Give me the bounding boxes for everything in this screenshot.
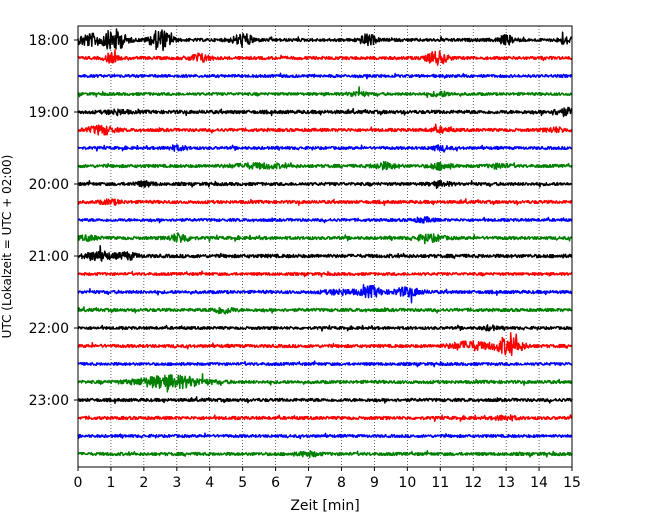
x-tick-label: 7 xyxy=(304,475,313,491)
trace-line xyxy=(77,324,573,332)
trace-line xyxy=(77,198,573,206)
trace-line xyxy=(77,432,573,440)
x-axis-label: Zeit [min] xyxy=(290,498,359,514)
x-tick-label: 10 xyxy=(398,475,416,491)
y-tick-label: 23:00 xyxy=(29,393,69,409)
trace-line xyxy=(77,123,573,136)
x-tick-label: 4 xyxy=(205,475,214,491)
trace-line xyxy=(77,216,573,224)
x-tick-label: 9 xyxy=(370,475,379,491)
trace-line xyxy=(77,244,573,262)
x-tick-label: 12 xyxy=(464,475,482,491)
x-tick-label: 5 xyxy=(238,475,247,491)
trace-line xyxy=(77,332,573,357)
trace-line xyxy=(77,144,573,153)
x-tick-label: 1 xyxy=(106,475,115,491)
trace-line xyxy=(77,72,573,80)
trace-line xyxy=(77,450,573,459)
y-axis-label: UTC (Lokalzeit = UTC + 02:00) xyxy=(0,155,14,339)
y-axis: 18:00 19:00 20:00 21:00 22:00 23:00 xyxy=(29,33,78,409)
trace-line xyxy=(77,373,573,393)
trace-line xyxy=(77,306,573,315)
trace-line xyxy=(77,414,573,422)
trace-line xyxy=(77,49,573,66)
trace-line xyxy=(77,179,573,190)
x-tick-label: 14 xyxy=(530,475,548,491)
x-tick-label: 13 xyxy=(497,475,515,491)
x-tick-label: 8 xyxy=(337,475,346,491)
x-tick-label: 3 xyxy=(172,475,181,491)
y-tick-label: 18:00 xyxy=(29,33,69,49)
y-tick-label: 22:00 xyxy=(29,321,69,337)
x-tick-label: 2 xyxy=(139,475,148,491)
x-axis: 0 1 2 3 4 5 6 7 8 9 10 11 12 13 14 15 xyxy=(74,467,581,491)
trace-line xyxy=(77,106,573,118)
traces-layer xyxy=(77,28,573,459)
trace-line xyxy=(77,160,573,172)
trace-line xyxy=(77,396,573,404)
trace-line xyxy=(77,283,573,304)
trace-line xyxy=(77,232,573,245)
x-tick-label: 0 xyxy=(74,475,83,491)
trace-line xyxy=(77,270,573,278)
trace-line xyxy=(77,28,573,52)
x-tick-label: 11 xyxy=(431,475,449,491)
trace-line xyxy=(77,360,573,368)
x-tick-label: 15 xyxy=(563,475,581,491)
y-tick-label: 21:00 xyxy=(29,249,69,265)
y-tick-label: 19:00 xyxy=(29,105,69,121)
trace-line xyxy=(77,86,573,99)
y-tick-label: 20:00 xyxy=(29,177,69,193)
x-tick-label: 6 xyxy=(271,475,280,491)
plot-frame xyxy=(77,25,573,468)
